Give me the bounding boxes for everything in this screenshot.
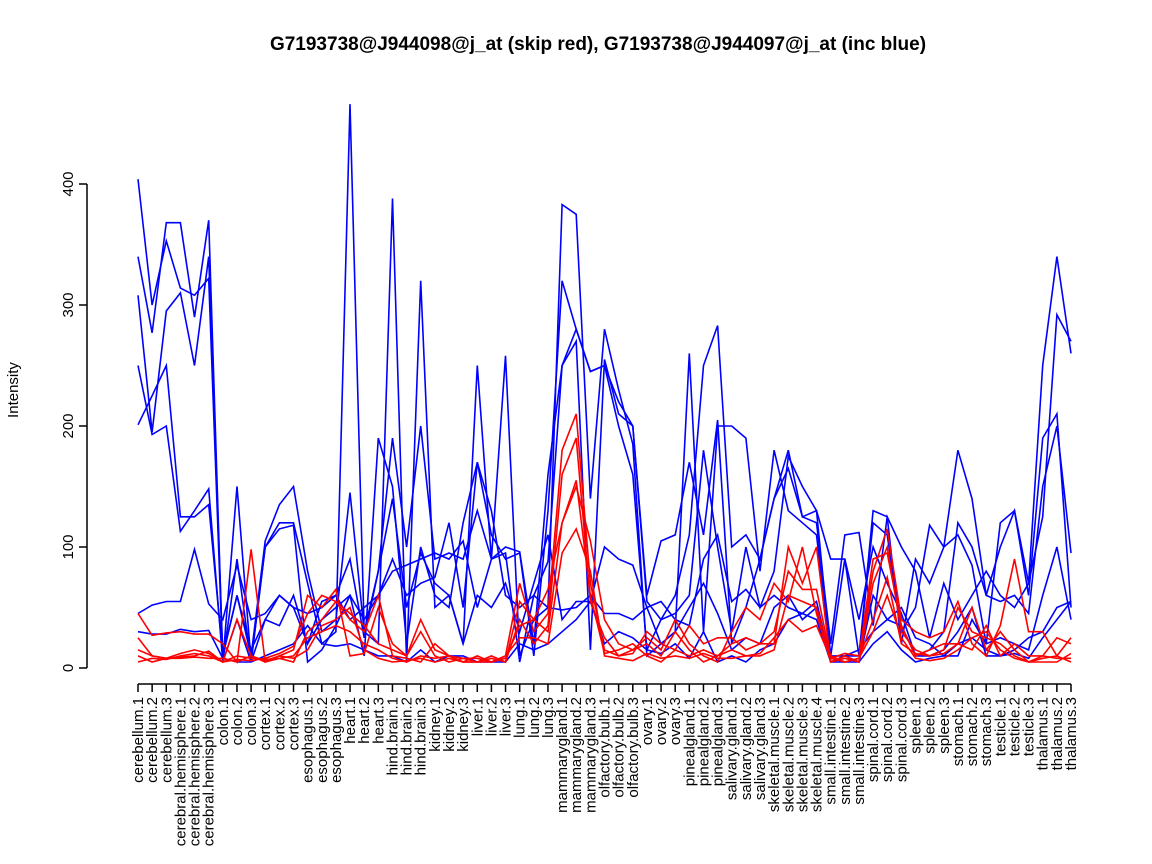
x-tick-label: esophagus.2 — [314, 697, 331, 783]
x-tick-label: cerebellum.2 — [144, 697, 161, 783]
x-tick-label: olfactory.bulb.1 — [597, 697, 614, 798]
x-tick-label: kidney.3 — [455, 697, 472, 752]
x-tick-label: cortex.2 — [271, 697, 288, 750]
x-tick-label: esophagus.1 — [300, 697, 317, 783]
x-tick-label: esophagus.3 — [328, 697, 345, 783]
series-line-7 — [137, 599, 1072, 664]
x-tick-label: skeletal.muscle.4 — [809, 697, 826, 812]
x-tick-label: hind.brain.1 — [384, 697, 401, 775]
x-tick-label: cerebral.hemisphere.1 — [172, 697, 189, 846]
x-tick-label: spinal.cord.2 — [879, 697, 896, 782]
x-tick-label: cerebral.hemisphere.2 — [187, 697, 204, 846]
x-tick-label: stomach.2 — [964, 697, 981, 766]
x-tick-label: pinealgland.1 — [681, 697, 698, 786]
x-tick-label: liver.3 — [498, 697, 515, 736]
x-tick-label: lung.3 — [540, 697, 557, 738]
x-tick-label: kidney.2 — [441, 697, 458, 752]
x-tick-label: olfactory.bulb.2 — [611, 697, 628, 798]
x-tick-label: thalamus.2 — [1049, 697, 1066, 770]
x-tick-label: cerebellum.3 — [158, 697, 175, 783]
x-tick-label: stomach.1 — [950, 697, 967, 766]
series-line-9 — [137, 413, 1072, 664]
x-tick-label: testicle.1 — [992, 697, 1009, 756]
x-tick-label: colon.1 — [215, 697, 232, 745]
x-tick-label: cerebral.hemisphere.3 — [201, 697, 218, 846]
series-line-1 — [137, 104, 1072, 663]
x-tick-label: small.intestine.2 — [837, 697, 854, 805]
x-tick-label: skeletal.muscle.3 — [794, 697, 811, 812]
x-tick-label: hind.brain.3 — [413, 697, 430, 775]
x-tick-label: kidney.1 — [427, 697, 444, 752]
x-tick-label: pinealgland.3 — [710, 697, 727, 786]
x-axis: cerebellum.1cerebellum.2cerebellum.3cere… — [130, 683, 1080, 846]
x-tick-label: salivary.gland.3 — [752, 697, 769, 800]
y-tick-label: 0 — [60, 664, 77, 672]
x-tick-label: ovary.2 — [653, 697, 670, 745]
x-tick-label: salivary.gland.1 — [724, 697, 741, 800]
x-tick-label: ovary.1 — [639, 697, 656, 745]
x-tick-label: pinealgland.2 — [695, 697, 712, 786]
series-lines — [137, 104, 1072, 665]
x-tick-label: lung.2 — [526, 697, 543, 738]
x-tick-label: salivary.gland.2 — [738, 697, 755, 800]
series-line-12 — [137, 526, 1072, 663]
x-tick-label: liver.1 — [469, 697, 486, 736]
x-tick-label: small.intestine.1 — [823, 697, 840, 805]
chart-title: G7193738@J944098@j_at (skip red), G71937… — [270, 34, 926, 55]
x-tick-label: mammarygland.2 — [568, 697, 585, 813]
x-tick-label: skeletal.muscle.1 — [766, 697, 783, 812]
y-tick-label: 400 — [60, 171, 77, 196]
x-tick-label: lung.1 — [512, 697, 529, 738]
x-tick-label: mammarygland.3 — [582, 697, 599, 813]
x-tick-label: small.intestine.3 — [851, 697, 868, 805]
y-axis: 0 100 200 300 400 — [60, 171, 88, 672]
x-tick-label: hind.brain.2 — [399, 697, 416, 775]
x-tick-label: testicle.2 — [1006, 697, 1023, 756]
x-tick-label: heart.3 — [370, 697, 387, 744]
x-tick-label: cerebellum.1 — [130, 697, 147, 783]
x-tick-label: olfactory.bulb.3 — [625, 697, 642, 798]
x-tick-label: thalamus.3 — [1063, 697, 1080, 770]
x-tick-label: spinal.cord.3 — [893, 697, 910, 782]
x-tick-label: stomach.3 — [978, 697, 995, 766]
x-tick-label: spleen.2 — [922, 697, 939, 754]
series-line-10 — [137, 437, 1072, 664]
series-line-2 — [137, 220, 1072, 663]
x-tick-label: ovary.3 — [667, 697, 684, 745]
x-tick-label: testicle.3 — [1021, 697, 1038, 756]
x-tick-label: thalamus.1 — [1035, 697, 1052, 770]
y-axis-label: Intensity — [5, 362, 22, 418]
x-tick-label: skeletal.muscle.2 — [780, 697, 797, 812]
x-tick-label: cortex.3 — [286, 697, 303, 750]
y-tick-label: 300 — [60, 292, 77, 317]
x-tick-label: spleen.1 — [908, 697, 925, 754]
x-tick-label: spleen.3 — [936, 697, 953, 754]
x-tick-label: heart.2 — [356, 697, 373, 744]
x-tick-label: mammarygland.1 — [554, 697, 571, 813]
x-tick-label: cortex.1 — [257, 697, 274, 750]
x-tick-label: colon.2 — [229, 697, 246, 745]
x-tick-label: spinal.cord.1 — [865, 697, 882, 782]
x-tick-label: heart.1 — [342, 697, 359, 744]
x-tick-label: colon.3 — [243, 697, 260, 745]
y-tick-label: 200 — [60, 413, 77, 438]
y-tick-label: 100 — [60, 534, 77, 559]
series-line-8 — [137, 483, 1072, 665]
x-tick-label: liver.2 — [483, 697, 500, 736]
